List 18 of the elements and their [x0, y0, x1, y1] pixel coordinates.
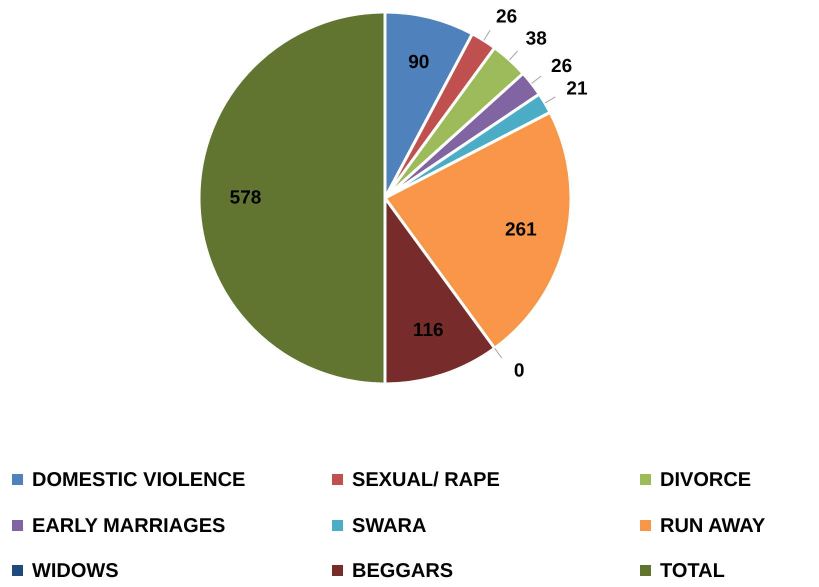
legend-label: WIDOWS	[32, 560, 119, 582]
data-label: 38	[526, 28, 547, 50]
legend-label: SWARA	[352, 515, 426, 537]
data-label: 261	[504, 219, 538, 240]
legend-label: BEGGARS	[352, 560, 454, 582]
data-label: 90	[408, 52, 430, 74]
data-label: 26	[551, 56, 572, 77]
data-label: 21	[566, 78, 588, 100]
legend-label: TOTAL	[660, 560, 725, 582]
legend-label: DOMESTIC VIOLENCE	[32, 469, 246, 491]
legend-label: SEXUAL/ RAPE	[352, 469, 500, 491]
legend-label: EARLY MARRIAGES	[32, 515, 226, 537]
data-label: 26	[496, 6, 518, 28]
data-label: 116	[412, 320, 444, 342]
legend-label: DIVORCE	[660, 469, 752, 491]
legend-label: RUN AWAY	[660, 515, 766, 537]
data-label: 578	[230, 188, 262, 208]
text: 0	[514, 360, 524, 382]
